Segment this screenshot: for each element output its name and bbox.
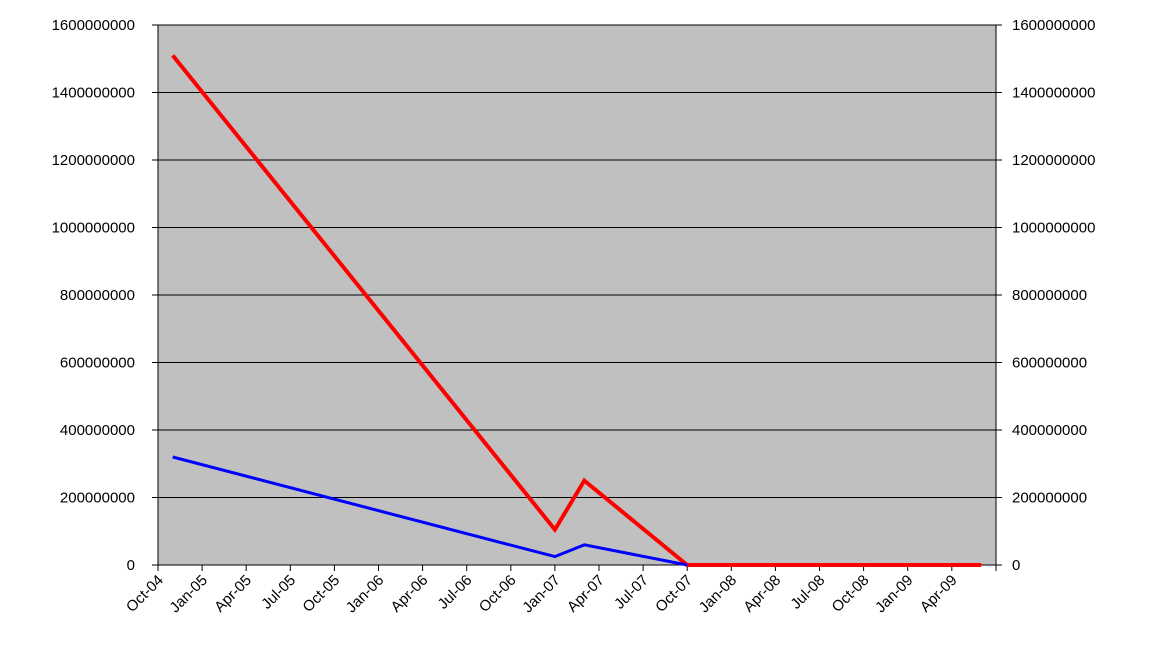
x-tick-label: Jan-08 — [696, 572, 740, 616]
x-tick-label: Jul-07 — [611, 572, 652, 613]
x-tick-label: Apr-09 — [917, 572, 961, 616]
y-tick-label-left: 1400000000 — [52, 85, 135, 102]
y-tick-label-left: 200000000 — [60, 490, 135, 507]
x-tick-label: Oct-08 — [829, 572, 873, 616]
left-y-axis-ticks: 0 200000000 400000000 600000000 800000000 100… — [52, 17, 158, 574]
x-tick-label: Jan-06 — [343, 572, 387, 616]
x-tick-label: Jul-08 — [787, 572, 828, 613]
x-tick-label: Jan-09 — [872, 572, 916, 616]
y-tick-label-right: 800000000 — [1012, 287, 1087, 304]
y-tick-label-left: 0 — [127, 557, 135, 574]
y-tick-label-right: 1400000000 — [1012, 85, 1095, 102]
x-tick-label: Jul-05 — [258, 572, 299, 613]
x-tick-label: Oct-06 — [476, 572, 520, 616]
y-tick-label-right: 1200000000 — [1012, 152, 1095, 169]
x-tick-label: Jan-07 — [519, 572, 563, 616]
x-tick-label: Oct-05 — [299, 572, 343, 616]
y-tick-label-right: 400000000 — [1012, 422, 1087, 439]
y-tick-label-left: 1200000000 — [52, 152, 135, 169]
y-tick-label-left: 1600000000 — [52, 17, 135, 34]
x-tick-label: Apr-06 — [388, 572, 432, 616]
y-tick-label-left: 400000000 — [60, 422, 135, 439]
y-tick-label-right: 0 — [1012, 557, 1020, 574]
y-tick-label-left: 1000000000 — [52, 220, 135, 237]
x-tick-label: Oct-04 — [123, 572, 167, 616]
y-tick-label-left: 600000000 — [60, 355, 135, 372]
x-tick-label: Apr-05 — [211, 572, 255, 616]
y-tick-label-left: 800000000 — [60, 287, 135, 304]
x-tick-label: Jan-05 — [166, 572, 210, 616]
x-tick-label: Oct-07 — [652, 572, 696, 616]
x-tick-label: Apr-08 — [740, 572, 784, 616]
x-tick-label: Apr-07 — [564, 572, 608, 616]
x-tick-label: Jul-06 — [435, 572, 476, 613]
y-tick-label-right: 600000000 — [1012, 355, 1087, 372]
right-y-axis-ticks: 0 200000000 400000000 600000000 800000000 100… — [996, 17, 1095, 574]
y-tick-label-right: 200000000 — [1012, 490, 1087, 507]
y-tick-label-right: 1600000000 — [1012, 17, 1095, 34]
y-tick-label-right: 1000000000 — [1012, 220, 1095, 237]
